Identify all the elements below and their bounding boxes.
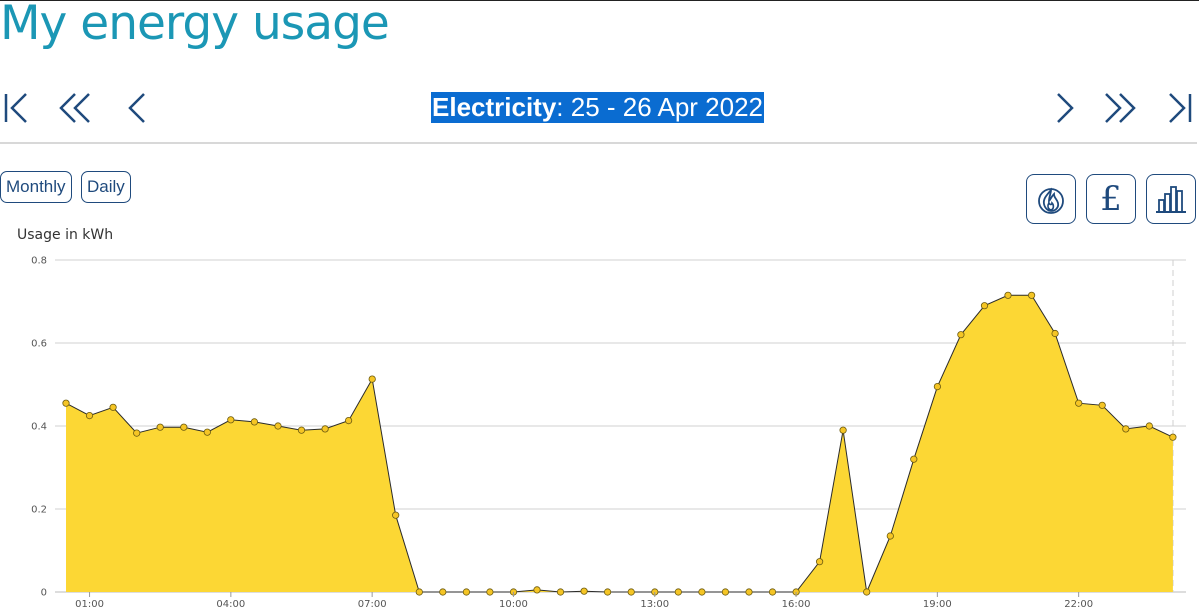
usage-chart: 0 0.2 0.4 0.6 0.8 01:00 04:00 07:00 10:00 13:00 16… bbox=[31, 256, 1186, 610]
x-tick-label: 04:00 bbox=[216, 599, 245, 610]
monthly-button[interactable]: Monthly bbox=[0, 171, 72, 203]
data-point bbox=[580, 587, 588, 595]
data-point bbox=[1145, 422, 1153, 430]
y-tick-label: 0.2 bbox=[31, 505, 47, 516]
data-point bbox=[1051, 329, 1059, 338]
data-point bbox=[957, 331, 965, 339]
gas-button[interactable] bbox=[1026, 174, 1076, 224]
data-point bbox=[486, 588, 494, 596]
data-point bbox=[321, 425, 329, 433]
data-point bbox=[1004, 291, 1012, 299]
pound-icon: £ bbox=[1100, 179, 1122, 219]
data-point bbox=[274, 422, 282, 430]
data-point bbox=[674, 588, 682, 596]
x-tick-label: 01:00 bbox=[75, 599, 104, 610]
x-tick-label: 19:00 bbox=[923, 599, 952, 610]
previous-far-button[interactable] bbox=[55, 86, 95, 130]
data-point bbox=[297, 426, 306, 434]
period-label: Electricity: 25 - 26 Apr 2022 bbox=[431, 92, 765, 123]
data-point bbox=[133, 429, 141, 437]
x-tick-label: 13:00 bbox=[640, 599, 669, 610]
x-tick-label: 22:00 bbox=[1064, 599, 1093, 610]
usage-area bbox=[66, 295, 1173, 592]
data-point bbox=[344, 417, 353, 425]
data-point bbox=[863, 588, 871, 596]
data-point bbox=[910, 455, 918, 463]
data-point bbox=[886, 532, 894, 540]
bar-chart-icon bbox=[1156, 186, 1186, 213]
data-point bbox=[815, 558, 824, 566]
data-point bbox=[415, 588, 423, 596]
data-point bbox=[745, 588, 753, 596]
y-tick-label: 0.8 bbox=[31, 256, 47, 267]
cost-button[interactable]: £ bbox=[1086, 174, 1136, 224]
last-period-button[interactable] bbox=[1159, 86, 1199, 130]
data-point bbox=[698, 588, 706, 596]
data-point bbox=[392, 511, 400, 519]
data-point bbox=[556, 588, 565, 596]
data-point bbox=[1098, 401, 1106, 409]
previous-button[interactable] bbox=[114, 86, 154, 130]
header-divider bbox=[0, 142, 1197, 144]
data-point bbox=[533, 586, 541, 594]
y-tick-label: 0.6 bbox=[31, 339, 47, 350]
data-point bbox=[980, 302, 989, 310]
flame-icon bbox=[1038, 187, 1064, 214]
next-button[interactable] bbox=[1042, 86, 1082, 130]
x-tick-label: 10:00 bbox=[499, 599, 528, 610]
y-tick-label: 0.4 bbox=[31, 422, 47, 433]
data-point bbox=[109, 403, 117, 411]
data-point bbox=[156, 423, 164, 431]
data-point bbox=[203, 428, 211, 436]
page-title: My energy usage bbox=[0, 0, 390, 51]
top-rule bbox=[0, 0, 1199, 1]
data-point bbox=[933, 383, 942, 391]
data-point bbox=[462, 588, 470, 596]
x-tick-label: 16:00 bbox=[782, 599, 811, 610]
data-point bbox=[368, 375, 376, 383]
previous-icon bbox=[128, 93, 145, 123]
data-point bbox=[439, 588, 447, 596]
data-point bbox=[1028, 291, 1036, 299]
daily-button[interactable]: Daily bbox=[81, 171, 131, 203]
data-point bbox=[768, 588, 777, 596]
x-tick-label: 07:00 bbox=[358, 599, 387, 610]
data-point bbox=[227, 416, 235, 424]
data-point bbox=[62, 399, 70, 407]
previous-far-icon bbox=[59, 93, 90, 123]
next-far-icon bbox=[1105, 93, 1136, 123]
next-icon bbox=[1057, 93, 1074, 123]
data-point bbox=[839, 426, 847, 434]
data-point bbox=[1169, 433, 1177, 441]
data-point bbox=[603, 588, 612, 596]
data-point bbox=[1122, 425, 1130, 433]
fuel-type: Electricity bbox=[432, 92, 557, 122]
first-period-button[interactable] bbox=[0, 86, 37, 130]
first-period-icon bbox=[4, 93, 27, 123]
date-range: : 25 - 26 Apr 2022 bbox=[556, 92, 764, 122]
data-point bbox=[250, 418, 258, 426]
y-axis-title: Usage in kWh bbox=[17, 227, 114, 243]
data-point bbox=[1075, 399, 1083, 407]
data-point bbox=[180, 423, 188, 431]
data-point bbox=[627, 588, 635, 596]
data-point bbox=[721, 588, 730, 596]
usage-button[interactable] bbox=[1146, 174, 1196, 224]
last-period-icon bbox=[1169, 93, 1192, 123]
y-tick-label: 0 bbox=[41, 588, 47, 599]
data-point bbox=[85, 412, 94, 420]
usage-line bbox=[65, 294, 1174, 594]
next-far-button[interactable] bbox=[1100, 86, 1140, 130]
